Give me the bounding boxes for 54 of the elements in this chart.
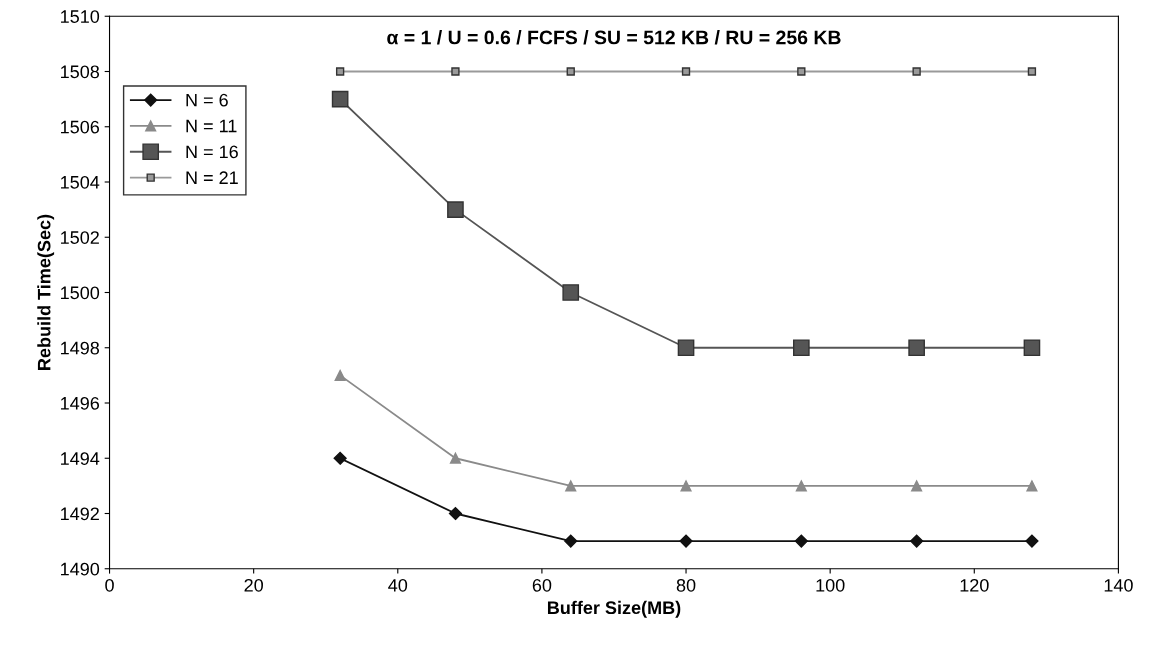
y-axis-title: Rebuild Time(Sec) [37, 214, 55, 370]
point [447, 201, 464, 218]
point [910, 534, 924, 548]
point [331, 90, 349, 108]
point [681, 67, 691, 76]
x-tick-label: 20 [244, 578, 263, 592]
x-tick-label: 100 [816, 578, 845, 592]
point [448, 506, 463, 521]
point [1023, 339, 1041, 357]
point [1026, 480, 1038, 492]
x-tick-label: 40 [388, 578, 408, 592]
point [797, 67, 806, 76]
x-tick-label: 80 [676, 578, 696, 592]
point [908, 339, 925, 357]
x-tick-label: 140 [1104, 578, 1133, 592]
y-tick-label: 1494 [61, 452, 100, 465]
point [333, 451, 347, 465]
point [334, 369, 346, 381]
point [451, 67, 460, 76]
legend-label: N = 11 [186, 119, 237, 133]
point [793, 339, 810, 357]
point [449, 452, 461, 464]
point [335, 67, 345, 76]
y-tick-label: 1508 [61, 65, 100, 79]
point [795, 480, 807, 492]
point [562, 284, 580, 301]
point [912, 67, 921, 76]
x-tick-label: 0 [105, 578, 114, 592]
point [679, 534, 693, 548]
legend-label: N = 6 [186, 93, 228, 107]
y-tick-label: 1510 [61, 10, 100, 23]
point [911, 480, 923, 492]
point [677, 339, 695, 357]
point [564, 534, 578, 548]
point [794, 534, 808, 548]
point [565, 480, 577, 492]
y-tick-label: 1496 [61, 396, 100, 410]
point [1027, 67, 1037, 76]
x-tick-label: 120 [960, 578, 989, 592]
y-tick-label: 1490 [61, 562, 100, 576]
text: α = 1 / U = 0.6 / FCFS / SU = 512 KB / RU = 256 KB [387, 30, 841, 45]
y-tick-label: 1502 [61, 231, 99, 244]
x-tick-label: 60 [532, 578, 552, 592]
y-tick-label: 1500 [61, 286, 100, 300]
point [566, 67, 575, 76]
point [1025, 534, 1039, 548]
y-tick-label: 1504 [61, 175, 100, 189]
legend-label: N = 21 [186, 171, 238, 184]
point [680, 480, 692, 492]
y-tick-label: 1498 [61, 341, 100, 355]
y-tick-label: 1506 [61, 120, 100, 134]
y-tick-label: 1492 [61, 507, 99, 521]
x-axis-title: Buffer Size(MB) [547, 600, 681, 618]
legend-label: N = 16 [186, 145, 238, 159]
